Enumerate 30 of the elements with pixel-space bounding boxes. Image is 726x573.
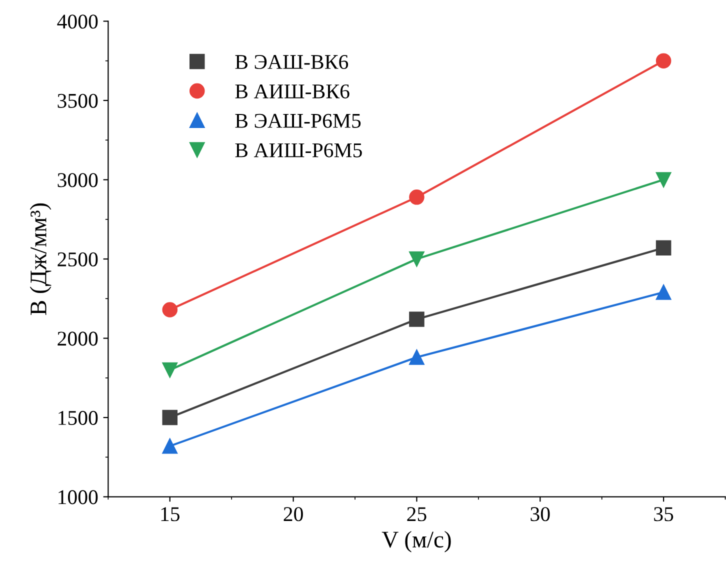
point: [162, 362, 178, 378]
point: [656, 53, 672, 68]
y-axis-title: B (Дж/мм³): [30, 203, 52, 315]
y-tick-label: 3500: [58, 94, 98, 108]
point: [409, 350, 424, 365]
y-tick-label: 1000: [58, 490, 98, 504]
x-tick-label: 35: [654, 507, 674, 522]
y-tick-label: 3000: [58, 173, 98, 188]
point: [409, 190, 424, 205]
legend-label: B АИШ-ВК6: [235, 84, 350, 98]
y-tick-label: 4000: [57, 14, 98, 29]
y-tick-label: 1500: [58, 410, 98, 425]
x-tick-label: 30: [530, 507, 550, 522]
y-tick-label: 2000: [58, 332, 98, 346]
point: [162, 410, 178, 426]
point: [409, 312, 424, 327]
point: [162, 438, 178, 454]
x-axis-title: V (м/с): [382, 530, 451, 552]
legend-label: B ЭАШ-ВК6: [235, 55, 348, 70]
point: [656, 240, 672, 256]
y-tick-label: 2500: [58, 252, 98, 266]
x-tick-label: 15: [161, 507, 180, 522]
point: [656, 284, 672, 300]
legend-label: B АИШ-Р6М5: [235, 143, 362, 158]
point: [656, 172, 672, 188]
x-tick-label: 20: [284, 507, 303, 522]
legend-label: B ЭАШ-Р6М5: [235, 114, 361, 128]
point: [409, 251, 424, 267]
x-tick-label: 25: [407, 507, 426, 522]
point: [162, 302, 178, 318]
